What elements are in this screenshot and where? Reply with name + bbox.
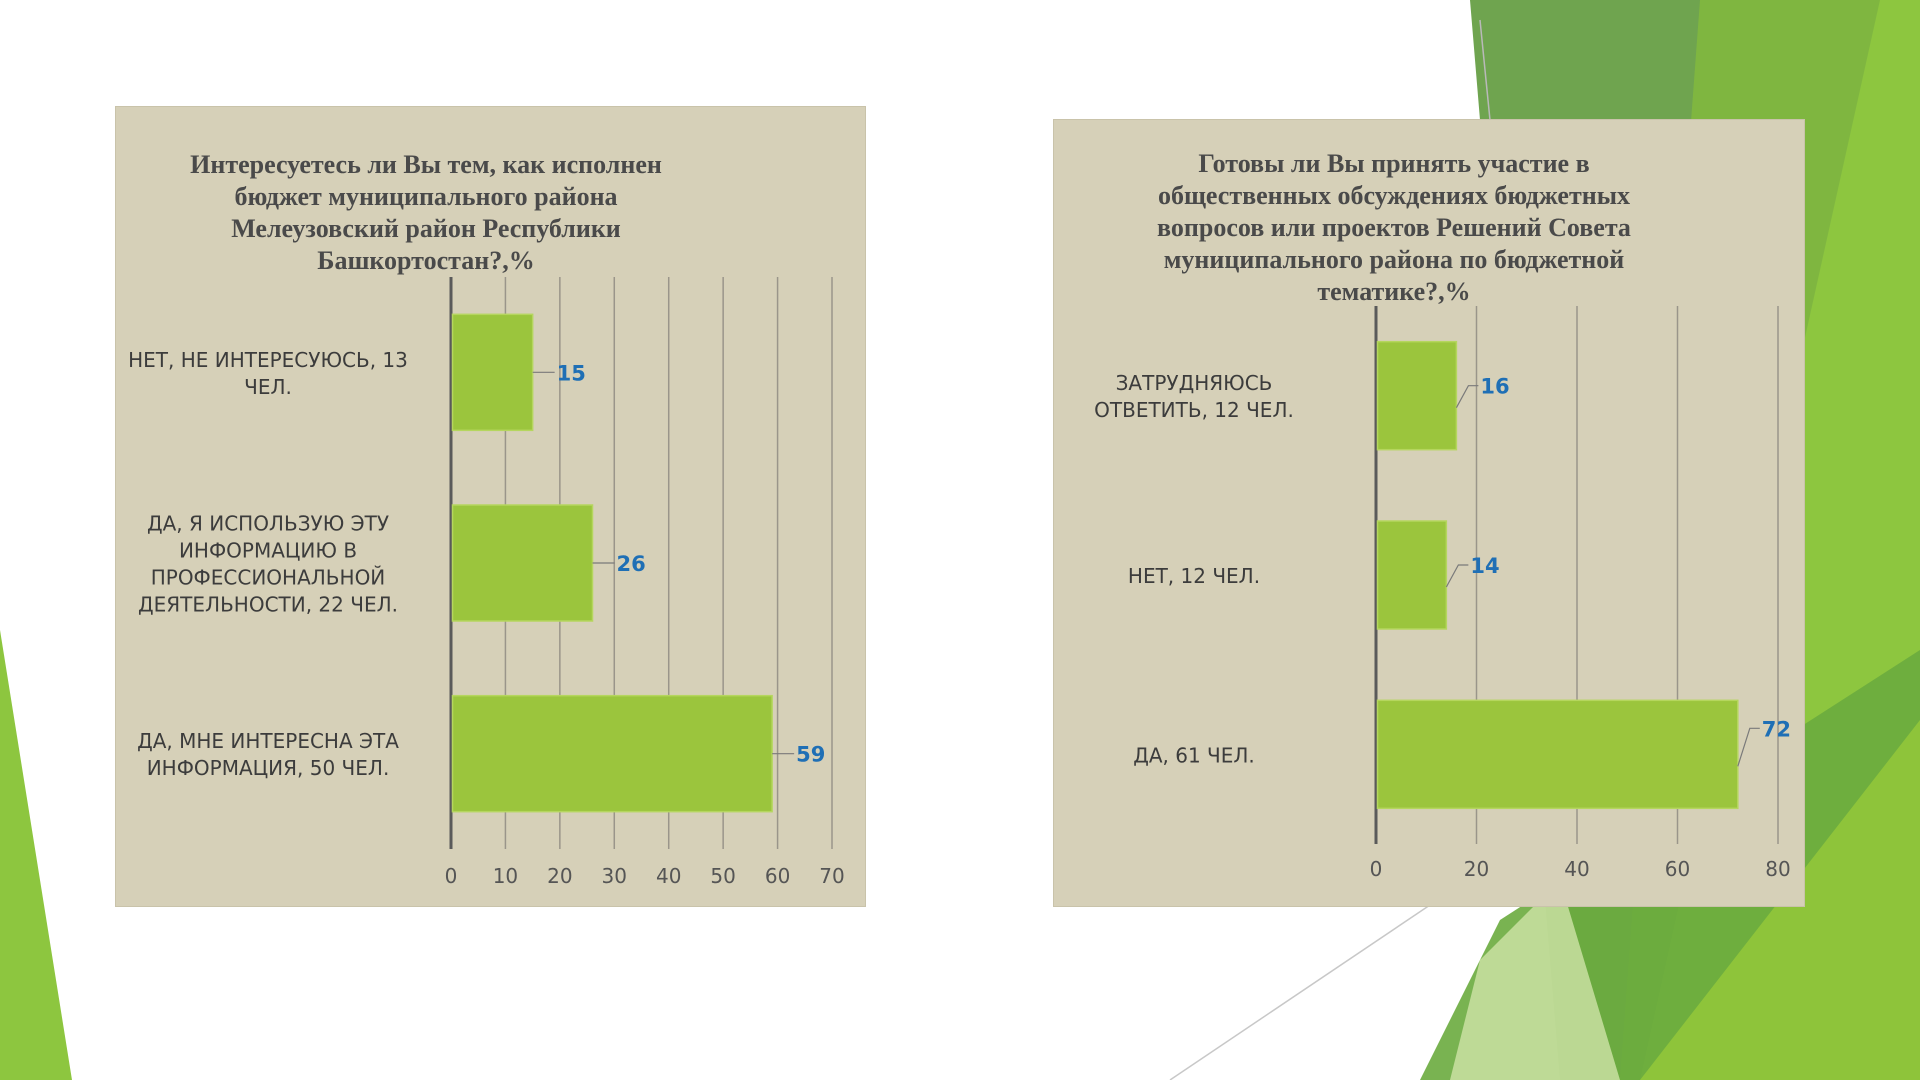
x-tick-label: 60 <box>1665 857 1690 881</box>
chart-title: Готовы ли Вы принять участие в обществен… <box>1157 149 1631 306</box>
category-label-line: ДЕЯТЕЛЬНОСТИ, 22 ЧЕЛ. <box>138 593 398 617</box>
bar <box>451 694 773 813</box>
x-tick-label: 0 <box>1370 857 1383 881</box>
category-label: ДА, МНЕ ИНТЕРЕСНА ЭТА ИНФОРМАЦИЯ, 50 ЧЕЛ. <box>137 729 399 780</box>
data-label: 26 <box>617 552 646 576</box>
category-label-line: ДА, 61 ЧЕЛ. <box>1133 743 1255 767</box>
x-tick-label: 0 <box>445 864 458 888</box>
green-shape-left <box>0 630 72 1080</box>
chart-plot-area: 0 20 40 60 80 16 ЗАТРУДНЯЮСЬ ОТВЕТИТЬ, 12 ЧЕЛ. 1… <box>1094 306 1791 881</box>
category-label: НЕТ, 12 ЧЕЛ. <box>1128 564 1260 588</box>
x-tick-label: 10 <box>493 864 518 888</box>
category-label: ДА, 61 ЧЕЛ. <box>1133 743 1255 767</box>
category-label-line: ОТВЕТИТЬ, 12 ЧЕЛ. <box>1094 398 1294 422</box>
x-tick-label: 50 <box>710 864 735 888</box>
green-shape-pale <box>1450 880 1620 1080</box>
category-label-line: ПРОФЕССИОНАЛЬНОЙ <box>151 566 386 590</box>
data-label: 15 <box>557 361 586 385</box>
x-tick-label: 20 <box>547 864 572 888</box>
category-label: НЕТ, НЕ ИНТЕРЕСУЮСЬ, 13 ЧЕЛ. <box>128 348 408 399</box>
category-label-line: ИНФОРМАЦИЮ В <box>179 539 357 563</box>
x-tick-label: 60 <box>765 864 790 888</box>
category-label: ЗАТРУДНЯЮСЬ ОТВЕТИТЬ, 12 ЧЕЛ. <box>1094 371 1294 422</box>
decor-line-2 <box>1169 904 1431 1080</box>
category-label-line: НЕТ, 12 ЧЕЛ. <box>1128 564 1260 588</box>
bar <box>1376 520 1448 630</box>
category-label-line: ЧЕЛ. <box>244 375 292 399</box>
category-label-line: ДА, Я ИСПОЛЬЗУЮ ЭТУ <box>147 512 389 536</box>
chart-title: Интересуетесь ли Вы тем, как исполнен бю… <box>190 150 662 275</box>
bar <box>1376 340 1458 451</box>
x-tick-label: 20 <box>1464 857 1489 881</box>
category-label: ДА, Я ИСПОЛЬЗУЮ ЭТУ ИНФОРМАЦИЮ В ПРОФЕССИО… <box>138 512 398 617</box>
data-label-leader <box>1455 385 1479 408</box>
data-label: 59 <box>796 743 825 767</box>
x-tick-label: 40 <box>1564 857 1589 881</box>
data-label-leader <box>1737 727 1760 767</box>
data-label: 16 <box>1480 375 1509 399</box>
x-tick-label: 30 <box>602 864 627 888</box>
bar <box>451 504 594 622</box>
chart-panel-interest: Интересуетесь ли Вы тем, как исполнен бю… <box>115 106 866 907</box>
x-tick-label: 70 <box>819 864 844 888</box>
chart-plot-area: 0 10 20 30 40 50 60 70 15 НЕТ, НЕ ИНТЕРЕСУЮСЬ, 13… <box>128 277 845 888</box>
data-label: 72 <box>1762 717 1791 741</box>
category-label-line: ИНФОРМАЦИЯ, 50 ЧЕЛ. <box>147 756 390 780</box>
data-label-leader <box>1445 564 1469 588</box>
x-tick-label: 40 <box>656 864 681 888</box>
chart-panel-participation: Готовы ли Вы принять участие в обществен… <box>1053 119 1805 907</box>
bar <box>1376 699 1739 810</box>
x-tick-label: 80 <box>1765 857 1790 881</box>
category-label-line: ДА, МНЕ ИНТЕРЕСНА ЭТА <box>137 729 399 753</box>
category-label-line: НЕТ, НЕ ИНТЕРЕСУЮСЬ, 13 <box>128 348 408 372</box>
bar <box>451 313 534 432</box>
data-label: 14 <box>1470 554 1499 578</box>
category-label-line: ЗАТРУДНЯЮСЬ <box>1116 371 1273 395</box>
